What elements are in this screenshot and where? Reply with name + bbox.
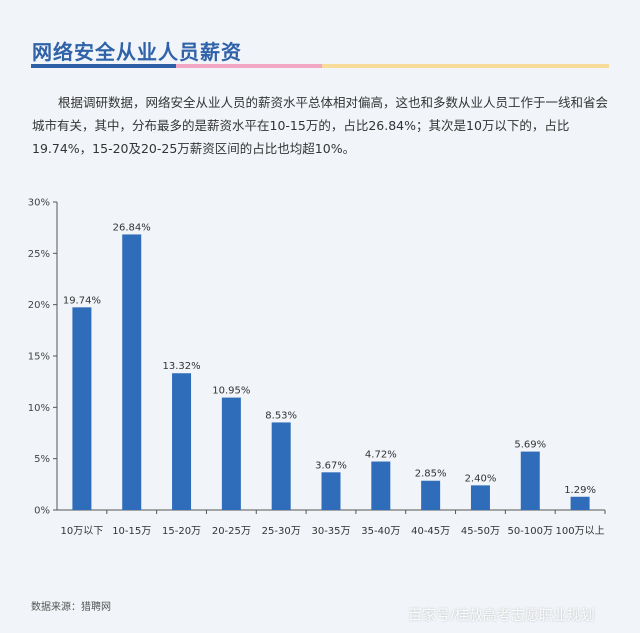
x-tick-label: 15-20万: [162, 526, 201, 537]
bar: [421, 480, 441, 510]
intro-paragraph: 根据调研数据，网络安全从业人员的薪资水平总体相对偏高，这也和多数从业人员工作于一…: [32, 95, 609, 156]
bar: [371, 461, 391, 510]
y-tick-label: 10%: [28, 403, 50, 414]
data-label: 5.69%: [514, 440, 546, 451]
bar: [271, 422, 291, 510]
data-label: 3.67%: [315, 460, 347, 471]
x-tick-label: 45-50万: [461, 526, 500, 537]
bar: [520, 451, 540, 510]
bar: [321, 472, 341, 510]
title-rule-blue: [31, 64, 176, 68]
x-tick-label: 20-25万: [212, 526, 251, 537]
x-tick-label: 35-40万: [361, 526, 400, 537]
y-tick-label: 5%: [34, 454, 50, 465]
x-tick-label: 100万以上: [556, 525, 605, 537]
bar: [570, 496, 590, 510]
x-tick-label: 10-15万: [112, 526, 151, 537]
data-label: 19.74%: [63, 295, 101, 306]
data-label: 13.32%: [162, 361, 200, 372]
data-label: 4.72%: [365, 450, 397, 461]
bar: [172, 373, 192, 510]
data-label: 8.53%: [265, 410, 297, 421]
y-tick-label: 0%: [34, 506, 50, 517]
x-tick-label: 30-35万: [311, 526, 350, 537]
bar: [72, 307, 92, 510]
x-tick-label: 10万以下: [61, 526, 104, 537]
x-tick-label: 50-100万: [508, 526, 553, 537]
y-tick-label: 20%: [28, 300, 50, 311]
salary-bar-chart: 0% 5% 10% 15% 20% 25% 30% 19.74% 10万以下 26.84% 10-1…: [28, 198, 606, 537]
data-label: 26.84%: [113, 222, 151, 233]
y-tick-label: 30%: [28, 198, 50, 209]
x-tick-label: 25-30万: [262, 526, 301, 537]
watermark-text: 百家号/桂赦高考志愿职业规划: [408, 608, 595, 624]
data-source-note: 数据来源：猎聘网: [31, 602, 111, 613]
bar: [221, 397, 241, 510]
data-label: 2.85%: [415, 469, 447, 480]
bar: [122, 234, 142, 510]
bar: [470, 485, 490, 510]
data-label: 1.29%: [564, 485, 596, 496]
page-title: 网络安全从业人员薪资: [32, 40, 242, 64]
title-rule-pink: [176, 64, 322, 68]
data-label: 2.40%: [465, 473, 497, 484]
data-label: 10.95%: [212, 386, 250, 397]
title-rule-yellow: [322, 64, 609, 68]
y-tick-label: 15%: [28, 352, 50, 363]
y-tick-label: 25%: [28, 249, 50, 260]
x-tick-label: 40-45万: [411, 526, 450, 537]
